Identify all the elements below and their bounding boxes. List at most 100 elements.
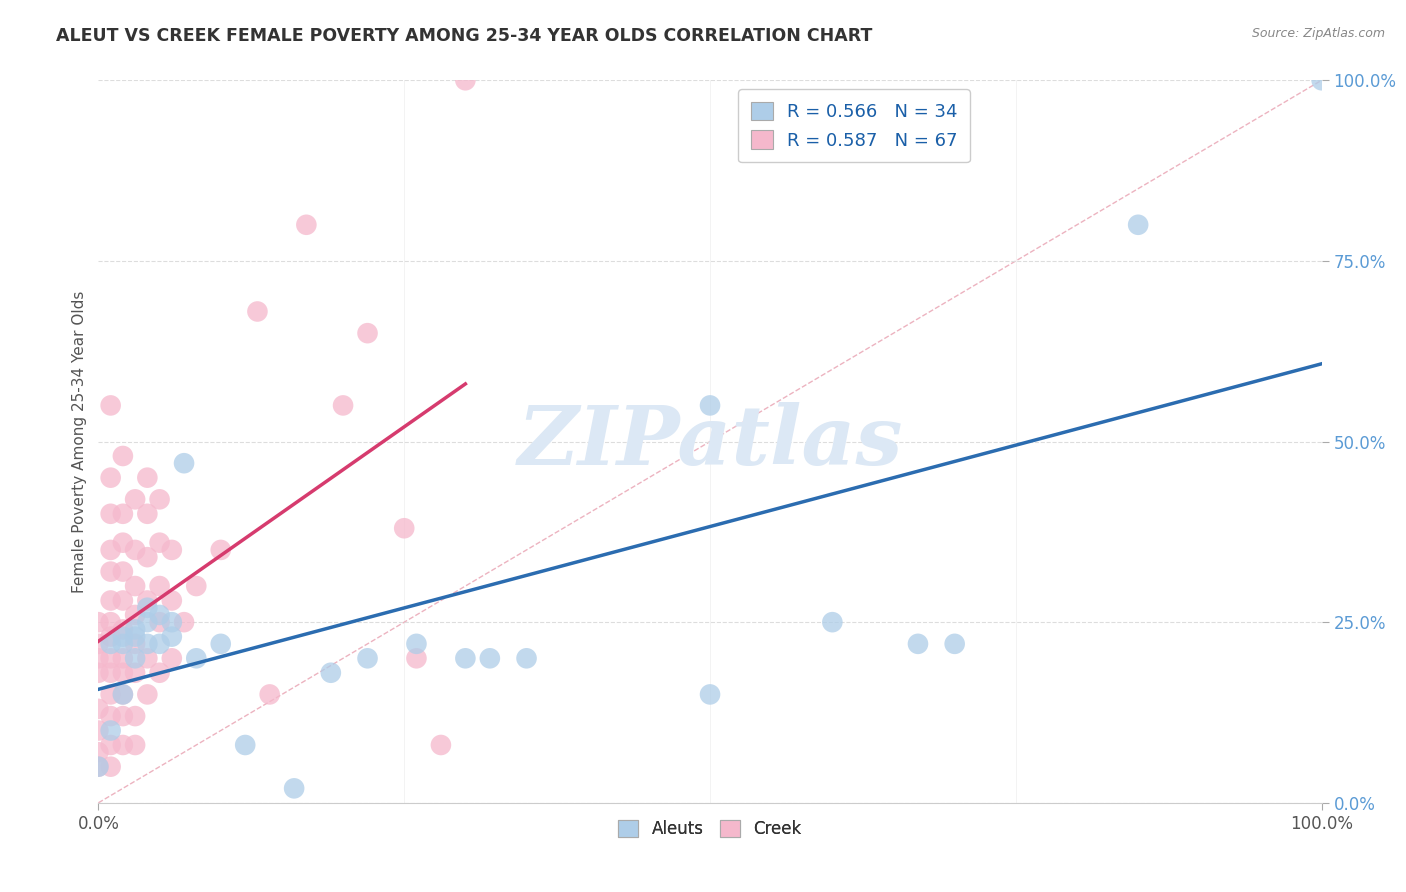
Point <box>1310 73 1333 87</box>
Point <box>124 623 146 637</box>
Legend: Aleuts, Creek: Aleuts, Creek <box>612 814 808 845</box>
Point <box>699 398 721 412</box>
Point <box>100 709 122 723</box>
Y-axis label: Female Poverty Among 25-34 Year Olds: Female Poverty Among 25-34 Year Olds <box>72 291 87 592</box>
Point <box>136 615 159 630</box>
Point <box>149 637 172 651</box>
Point <box>430 738 453 752</box>
Point <box>821 615 844 630</box>
Point <box>136 593 159 607</box>
Point <box>149 615 172 630</box>
Point <box>405 637 427 651</box>
Point <box>356 651 378 665</box>
Point <box>907 637 929 651</box>
Point <box>319 665 342 680</box>
Point <box>149 607 172 622</box>
Point <box>100 593 122 607</box>
Point <box>454 73 477 87</box>
Point <box>160 593 183 607</box>
Point <box>124 651 146 665</box>
Point <box>136 651 159 665</box>
Point <box>100 723 122 738</box>
Point <box>209 542 232 557</box>
Point <box>100 615 122 630</box>
Point <box>87 637 110 651</box>
Point <box>111 687 134 701</box>
Text: ALEUT VS CREEK FEMALE POVERTY AMONG 25-34 YEAR OLDS CORRELATION CHART: ALEUT VS CREEK FEMALE POVERTY AMONG 25-3… <box>56 27 873 45</box>
Point <box>149 665 172 680</box>
Point <box>209 637 232 651</box>
Point <box>100 565 122 579</box>
Point <box>124 630 146 644</box>
Point <box>100 760 122 774</box>
Point <box>283 781 305 796</box>
Point <box>111 665 134 680</box>
Point <box>136 507 159 521</box>
Point <box>186 579 208 593</box>
Point <box>111 709 134 723</box>
Point <box>111 651 134 665</box>
Point <box>100 651 122 665</box>
Point <box>124 607 146 622</box>
Point <box>259 687 281 701</box>
Point <box>87 723 110 738</box>
Point <box>124 637 146 651</box>
Point <box>87 702 110 716</box>
Point <box>100 687 122 701</box>
Text: ZIPatlas: ZIPatlas <box>517 401 903 482</box>
Point <box>87 615 110 630</box>
Point <box>87 665 110 680</box>
Point <box>160 615 183 630</box>
Point <box>160 542 183 557</box>
Point <box>699 687 721 701</box>
Point <box>356 326 378 340</box>
Point <box>100 637 122 651</box>
Point <box>478 651 501 665</box>
Point <box>111 593 134 607</box>
Point <box>173 456 195 470</box>
Point <box>173 615 195 630</box>
Point <box>149 535 172 549</box>
Point <box>100 630 122 644</box>
Point <box>136 687 159 701</box>
Point <box>124 665 146 680</box>
Point <box>87 745 110 759</box>
Point <box>111 687 134 701</box>
Point <box>111 449 134 463</box>
Point <box>124 738 146 752</box>
Point <box>100 542 122 557</box>
Point <box>111 623 134 637</box>
Point <box>136 637 159 651</box>
Point <box>87 651 110 665</box>
Point <box>100 665 122 680</box>
Point <box>392 521 416 535</box>
Point <box>160 630 183 644</box>
Point <box>100 470 122 484</box>
Point <box>136 600 159 615</box>
Point <box>111 637 134 651</box>
Point <box>124 709 146 723</box>
Point <box>943 637 966 651</box>
Point <box>100 738 122 752</box>
Point <box>136 550 159 565</box>
Point <box>332 398 354 412</box>
Point <box>1128 218 1150 232</box>
Point <box>111 565 134 579</box>
Point <box>233 738 256 752</box>
Point <box>149 579 172 593</box>
Point <box>111 535 134 549</box>
Point <box>295 218 318 232</box>
Point <box>111 630 134 644</box>
Point <box>87 760 110 774</box>
Point <box>87 760 110 774</box>
Point <box>149 492 172 507</box>
Point <box>405 651 427 665</box>
Point <box>100 507 122 521</box>
Point <box>515 651 537 665</box>
Point <box>124 492 146 507</box>
Point <box>136 470 159 484</box>
Point <box>100 398 122 412</box>
Point <box>454 651 477 665</box>
Point <box>186 651 208 665</box>
Point <box>111 738 134 752</box>
